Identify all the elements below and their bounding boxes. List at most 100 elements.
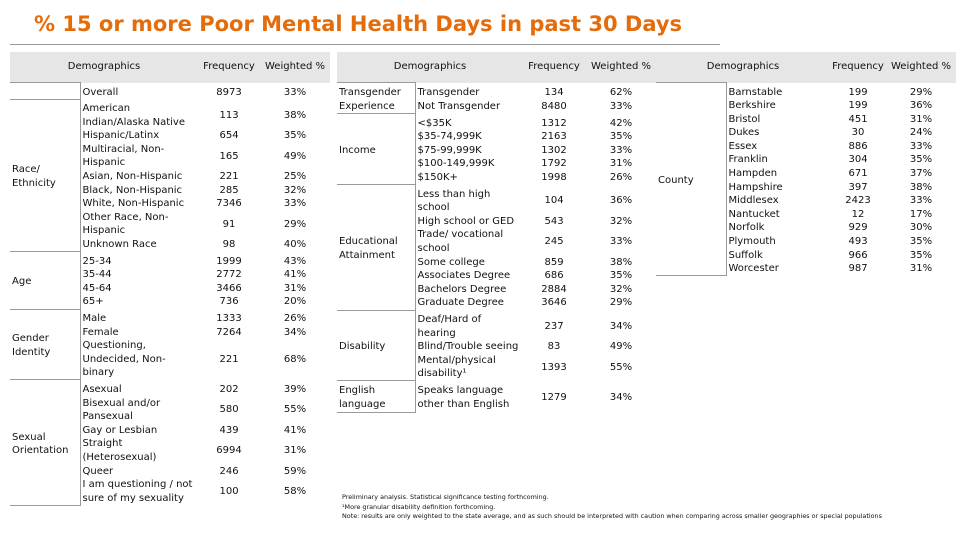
weighted-cell: 42% xyxy=(609,117,633,129)
frequency-cell: 199 xyxy=(848,86,868,98)
row-label: Essex xyxy=(728,140,758,152)
group-cell: Sexual Orientation xyxy=(10,379,81,506)
row-label: Graduate Degree xyxy=(417,297,504,309)
frequency-cell: 1302 xyxy=(541,144,567,156)
weighted-cell: 36% xyxy=(609,195,633,207)
table-row: Age 25-34 1999 43% xyxy=(10,251,330,310)
table-row: 35-44 2772 41% xyxy=(10,268,330,282)
table-row: Other Race, Non-Hispanic 91 29% xyxy=(10,211,330,238)
row-label: Male xyxy=(82,313,107,324)
row-label: Barnstable xyxy=(728,86,783,98)
data-table: Demographics Frequency Weighted % Transgend… xyxy=(337,52,658,413)
table-row: $75-99,999K 1302 33% xyxy=(337,144,657,158)
weighted-cell: 24% xyxy=(909,127,933,139)
table-row: Asian, Non-Hispanic 221 25% xyxy=(10,170,330,184)
weighted-cell: 39% xyxy=(283,383,307,395)
weighted-cell: 35% xyxy=(909,249,933,261)
row-label: Associates Degree xyxy=(417,270,511,282)
row-label: Deaf/Hard of hearing xyxy=(417,314,482,339)
group-cell: Race/ Ethnicity xyxy=(10,98,81,253)
weighted-cell: 29% xyxy=(283,218,307,230)
group-cell: English language xyxy=(337,380,416,413)
table-row: Graduate Degree 3646 29% xyxy=(337,296,657,310)
table-row: Franklin 304 35% xyxy=(656,153,956,167)
row-label: Questioning, Undecided, Non-binary xyxy=(82,340,166,379)
frequency-cell: 100 xyxy=(219,485,239,497)
frequency-cell: 686 xyxy=(544,270,564,282)
weighted-cell: 34% xyxy=(283,326,307,338)
row-label: Queer xyxy=(82,465,114,477)
frequency-cell: 1999 xyxy=(216,255,242,267)
weighted-cell: 37% xyxy=(909,168,933,180)
frequency-cell: 304 xyxy=(848,154,868,166)
table-row: Not Transgender 8480 33% xyxy=(337,100,657,114)
frequency-cell: 3466 xyxy=(216,282,242,294)
table-row: 65+ 736 20% xyxy=(10,295,330,309)
header-cell: Weighted % xyxy=(585,52,658,83)
weighted-cell: 33% xyxy=(909,140,933,152)
row-label: 45-64 xyxy=(82,282,112,294)
table-row: Dukes 30 24% xyxy=(656,126,956,140)
row-label: Overall xyxy=(82,86,119,98)
row-label: Dukes xyxy=(728,127,760,139)
table-row: Middlesex 2423 33% xyxy=(656,194,956,208)
table-row: Bachelors Degree 2884 32% xyxy=(337,283,657,297)
table-row: Female 7264 34% xyxy=(10,326,330,340)
row-label: Bristol xyxy=(728,113,761,125)
weighted-cell: 29% xyxy=(609,297,633,309)
table-row: Straight (Heterosexual) 6994 31% xyxy=(10,437,330,464)
weighted-cell: 59% xyxy=(283,465,307,477)
weighted-cell: 35% xyxy=(909,154,933,166)
group-cell: Disability xyxy=(337,309,416,382)
table-row: White, Non-Hispanic 7346 33% xyxy=(10,197,330,211)
weighted-cell: 34% xyxy=(609,392,633,404)
frequency-cell: 285 xyxy=(219,184,239,196)
weighted-cell: 33% xyxy=(609,236,633,248)
weighted-cell: 30% xyxy=(909,222,933,234)
weighted-cell: 55% xyxy=(609,361,633,373)
row-label: $75-99,999K xyxy=(417,144,482,156)
table-row: Black, Non-Hispanic 285 32% xyxy=(10,184,330,198)
frequency-cell: 2163 xyxy=(541,131,567,143)
row-label: Mental/physical disability¹ xyxy=(417,354,496,380)
table-row: Trade/ vocational school 245 33% xyxy=(337,228,657,255)
frequency-cell: 104 xyxy=(544,195,564,207)
weighted-cell: 34% xyxy=(609,320,633,332)
table-row: Hampshire 397 38% xyxy=(656,181,956,195)
frequency-cell: 1279 xyxy=(541,392,567,404)
frequency-cell: 493 xyxy=(848,236,868,248)
table-row: Blind/Trouble seeing 83 49% xyxy=(337,340,657,354)
header-cell: Demographics xyxy=(656,52,831,83)
header-row: Demographics Frequency Weighted % xyxy=(337,52,658,83)
table-row: Plymouth 493 35% xyxy=(656,235,956,249)
header-row: Demographics Frequency Weighted % xyxy=(656,52,957,83)
footnote: Preliminary analysis. Statistical signif… xyxy=(342,493,549,501)
weighted-cell: 17% xyxy=(909,208,933,220)
row-label: Middlesex xyxy=(728,195,779,207)
group-cell: Age xyxy=(10,251,81,310)
row-label: I am questioning / not sure of my sexual… xyxy=(82,479,193,504)
row-label: Plymouth xyxy=(728,236,776,248)
frequency-cell: 1998 xyxy=(541,172,567,184)
table-row: Norfolk 929 30% xyxy=(656,221,956,235)
row-label: Hispanic/Latinx xyxy=(82,130,160,142)
weighted-cell: 35% xyxy=(609,131,633,143)
table-row: Unknown Race 98 40% xyxy=(10,238,330,252)
row-label: Gay or Lesbian xyxy=(82,424,158,436)
row-label: Straight (Heterosexual) xyxy=(82,438,157,463)
row-label: 65+ xyxy=(82,296,104,308)
row-label: $35-74,999K xyxy=(417,131,482,143)
weighted-cell: 33% xyxy=(609,144,633,156)
table-row: Overall 8973 33% xyxy=(10,82,330,100)
frequency-cell: 929 xyxy=(848,222,868,234)
frequency-cell: 3646 xyxy=(541,297,567,309)
weighted-cell: 41% xyxy=(283,424,307,436)
frequency-cell: 2772 xyxy=(216,269,242,281)
frequency-cell: 83 xyxy=(547,341,561,353)
frequency-cell: 736 xyxy=(219,296,239,308)
table-row: Multiracial, Non-Hispanic 165 49% xyxy=(10,143,330,170)
row-label: Less than high school xyxy=(417,188,491,214)
frequency-cell: 165 xyxy=(219,150,239,162)
table-row: 45-64 3466 31% xyxy=(10,282,330,296)
